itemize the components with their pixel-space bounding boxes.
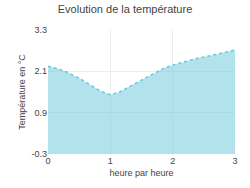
svg-text:3.3: 3.3: [34, 25, 47, 35]
svg-text:Evolution de la température: Evolution de la température: [58, 3, 193, 15]
svg-text:0: 0: [45, 156, 50, 166]
svg-text:heure par heure: heure par heure: [109, 168, 173, 178]
svg-text:2.1: 2.1: [34, 66, 47, 76]
svg-text:Température en °C: Température en °C: [17, 54, 27, 130]
svg-text:3: 3: [232, 156, 237, 166]
svg-text:1: 1: [108, 156, 113, 166]
svg-text:0.9: 0.9: [34, 108, 47, 118]
svg-text:2: 2: [170, 156, 175, 166]
svg-text:-0.3: -0.3: [31, 149, 47, 159]
